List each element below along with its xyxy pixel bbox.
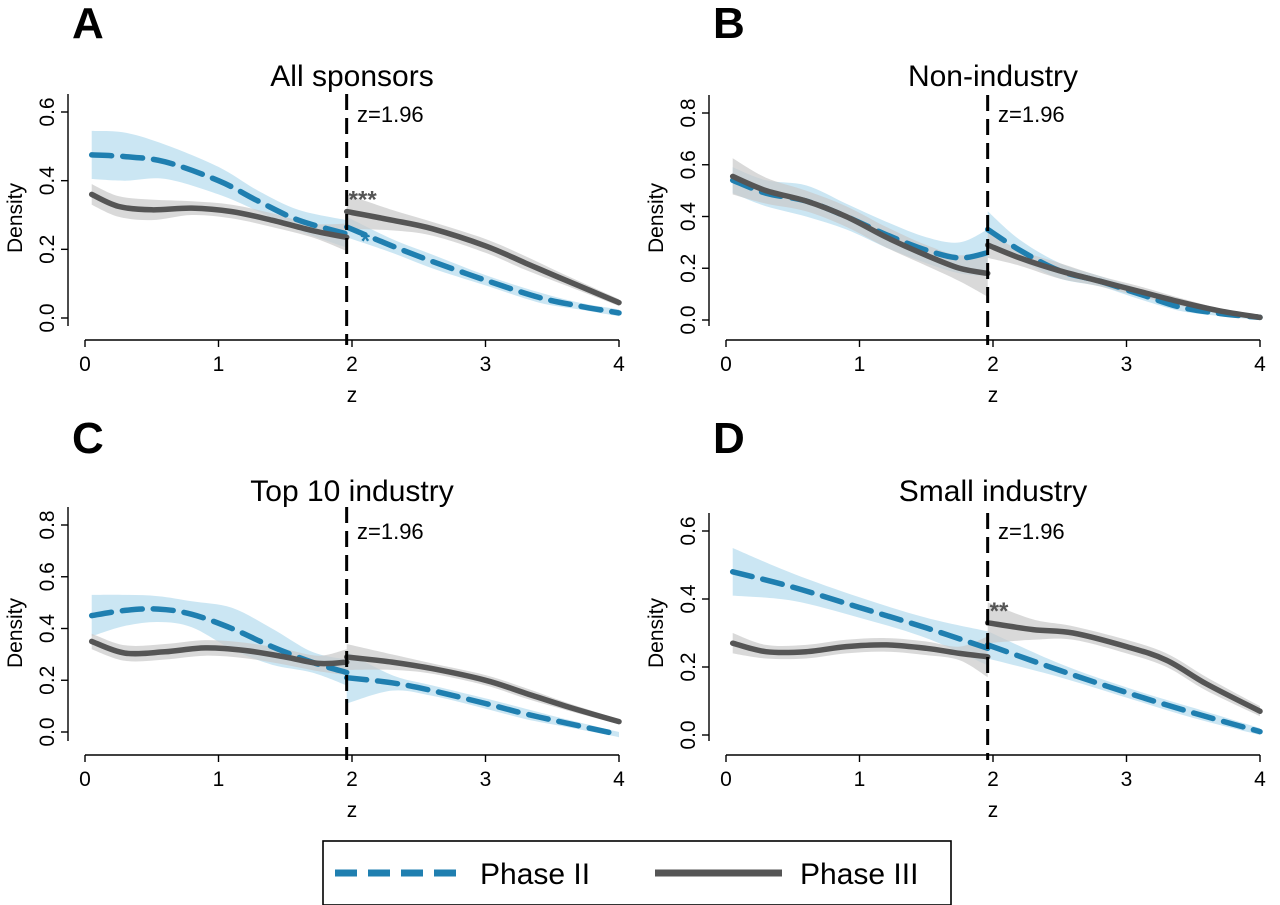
phase3-density-line-right	[984, 242, 1263, 321]
phase3-significance-marker: ***	[349, 187, 378, 214]
x-tick-label: 2	[987, 768, 999, 791]
density-lines	[88, 606, 622, 738]
x-tick-label: 1	[854, 768, 866, 791]
x-tick-label: 4	[1254, 353, 1266, 376]
panel-b: B Non-industry Density z z=1.96 0.0 0.2 0.…	[645, 0, 1266, 407]
x-tick-label: 1	[854, 353, 866, 376]
phase3-density-line-right	[343, 654, 622, 725]
panel-title: All sponsors	[270, 60, 433, 93]
density-lines	[729, 173, 1263, 321]
panel-letter: B	[713, 0, 745, 48]
panel-title: Top 10 industry	[250, 475, 453, 508]
y-tick-label: 0.6	[36, 97, 59, 126]
x-tick-label: 1	[213, 353, 225, 376]
x-tick-label: 3	[480, 768, 492, 791]
phase2-significance-marker: *	[361, 228, 371, 255]
phase2-density-line-left	[88, 152, 350, 237]
phase3-density-line-right	[343, 208, 622, 306]
phase2-ci-band-right	[346, 651, 619, 738]
panel-letter: A	[72, 0, 104, 48]
phase3-density-line-left	[729, 640, 991, 660]
panel-title: Non-industry	[908, 60, 1078, 93]
y-axis-label: Density	[4, 182, 27, 253]
y-axis-label: Density	[645, 597, 668, 668]
x-tick-label: 2	[346, 768, 358, 791]
phase3-ci-band-left	[91, 633, 347, 676]
x-tick-label: 0	[720, 768, 732, 791]
phase3-ci-band-left	[91, 184, 347, 252]
ci-bands	[732, 158, 1260, 320]
y-tick-label: 0.0	[677, 305, 700, 334]
panel-letter: C	[72, 414, 104, 463]
phase3-density-line-left	[88, 191, 350, 241]
y-tick-label: 0.4	[36, 166, 59, 196]
x-tick-label: 4	[613, 353, 625, 376]
phase3-ci-band-left	[732, 633, 988, 678]
y-tick-label: 0.2	[36, 235, 59, 264]
y-tick-label: 0.4	[677, 584, 700, 614]
y-tick-label: 0.8	[677, 98, 700, 127]
y-tick-label: 0.0	[677, 720, 700, 749]
phase2-ci-band-right	[346, 216, 619, 317]
ci-bands	[91, 130, 619, 317]
phase3-significance-marker: **	[990, 598, 1009, 625]
y-tick-label: 0.0	[36, 303, 59, 332]
x-tick-label: 2	[987, 353, 999, 376]
x-tick-label: 4	[1254, 768, 1266, 791]
y-tick-label: 0.4	[677, 202, 700, 232]
phase2-density-line-right	[984, 226, 1263, 321]
cutoff-label: z=1.96	[357, 519, 424, 544]
x-tick-label: 3	[1121, 353, 1133, 376]
x-tick-label: 4	[613, 768, 625, 791]
panel-a: A All sponsors Density z z=1.96 0.0 0.2 0.…	[4, 0, 625, 407]
density-lines	[729, 569, 1263, 735]
x-tick-label: 1	[213, 768, 225, 791]
y-tick-label: 0.6	[677, 150, 700, 179]
phase3-density-line-left	[729, 173, 991, 277]
legend-phase2-label: Phase II	[480, 858, 590, 891]
panel-c: C Top 10 industry Density z z=1.96 0.0 0.…	[4, 414, 625, 822]
y-tick-label: 0.2	[36, 666, 59, 695]
x-tick-label: 0	[79, 768, 91, 791]
y-tick-label: 0.4	[36, 614, 59, 644]
panel-d: D Small industry Density z z=1.96 0.0 0.2…	[645, 414, 1266, 822]
phase2-density-line-right	[343, 224, 622, 316]
phase2-density-line-right	[984, 642, 1263, 735]
y-axis-label: Density	[4, 597, 27, 668]
phase2-density-line-right	[343, 674, 622, 738]
y-tick-label: 0.2	[677, 254, 700, 283]
x-axis-label: z	[347, 384, 358, 407]
panel-title: Small industry	[899, 475, 1087, 508]
x-axis-label: z	[988, 384, 999, 407]
x-axis-label: z	[347, 799, 358, 822]
y-tick-label: 0.8	[36, 510, 59, 539]
y-tick-label: 0.2	[677, 652, 700, 681]
phase2-density-line-left	[729, 569, 991, 652]
y-tick-label: 0.6	[677, 516, 700, 545]
phase3-density-line-right	[984, 620, 1263, 714]
phase3-density-line-left	[88, 638, 350, 667]
legend-phase3-label: Phase III	[800, 858, 918, 891]
x-tick-label: 3	[1121, 768, 1133, 791]
panel-letter: D	[713, 414, 745, 463]
phase2-ci-band-right	[987, 631, 1260, 735]
density-lines	[88, 152, 622, 316]
y-axis-label: Density	[645, 182, 668, 253]
phase3-ci-band-left	[732, 158, 988, 297]
cutoff-label: z=1.96	[357, 102, 424, 127]
x-tick-label: 2	[346, 353, 358, 376]
cutoff-label: z=1.96	[998, 519, 1065, 544]
y-tick-label: 0.0	[36, 717, 59, 746]
y-tick-label: 0.6	[36, 562, 59, 591]
phase3-ci-band-right	[987, 232, 1260, 320]
x-tick-label: 0	[720, 353, 732, 376]
legend-box	[322, 840, 952, 905]
x-axis-label: z	[988, 799, 999, 822]
legend: Phase II Phase III	[322, 840, 952, 905]
x-tick-label: 3	[480, 353, 492, 376]
cutoff-label: z=1.96	[998, 102, 1065, 127]
x-tick-label: 0	[79, 353, 91, 376]
